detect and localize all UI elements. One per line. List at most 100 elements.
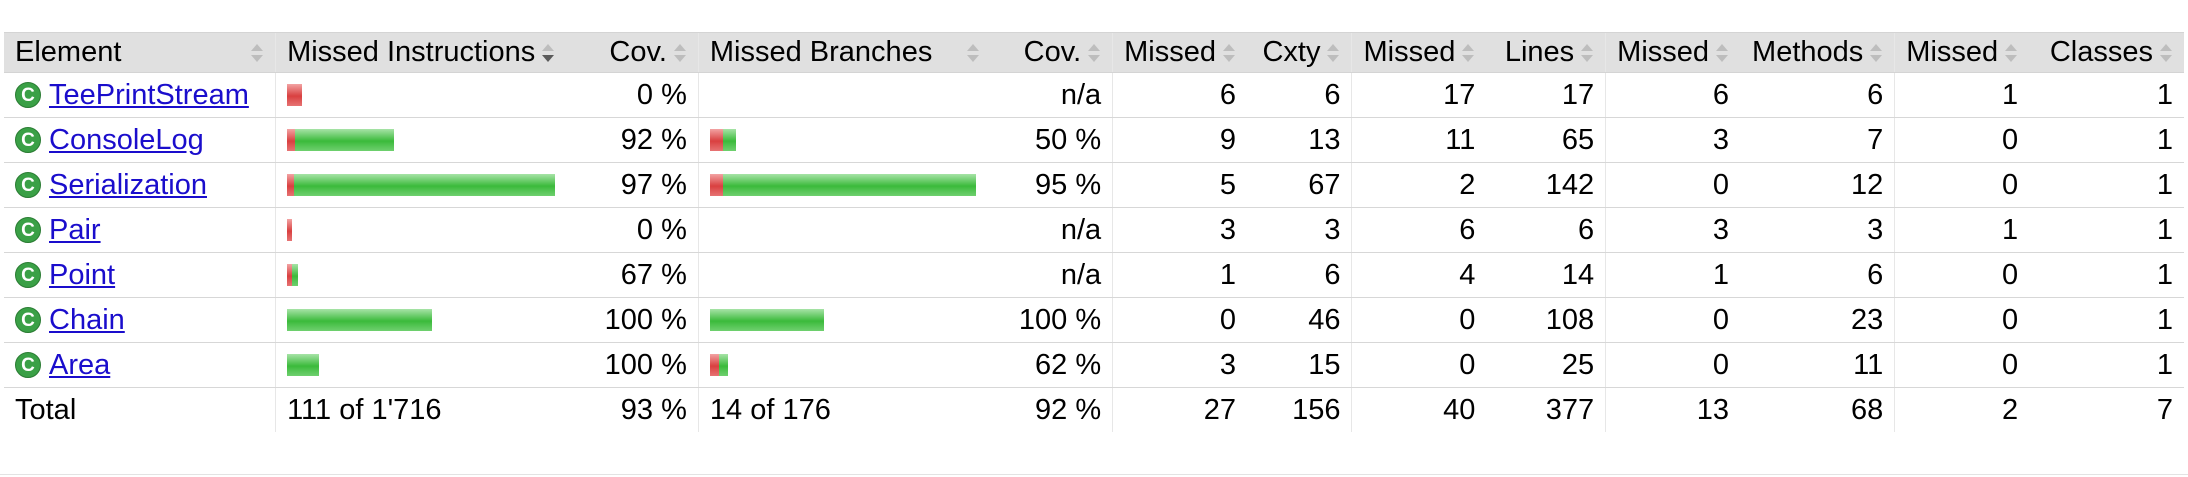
complexity: 6 [1247,252,1352,298]
column-header-branch-coverage[interactable]: Cov. [991,32,1113,73]
element-link[interactable]: TeePrintStream [49,78,249,111]
element-cell: C Serialization [4,162,276,208]
column-header-lines[interactable]: Lines [1486,32,1606,73]
missed-lines: 4 [1351,252,1487,298]
column-header-missed-lines[interactable]: Missed [1351,32,1487,73]
coverage-bar [709,309,824,331]
total-missed-classes: 2 [1894,387,2030,432]
header-label: Classes [2049,36,2153,68]
classes: 1 [2029,162,2184,208]
total-missed-complexity: 27 [1112,387,1247,432]
class-icon: C [15,307,41,333]
header-label: Cxty [1262,36,1321,68]
classes: 1 [2029,252,2184,298]
element-cell-content: C Point [15,259,264,292]
classes: 1 [2029,297,2184,343]
branch-coverage: n/a [991,207,1113,253]
sort-icon [1326,41,1340,65]
branches-coverage-bar [710,208,980,252]
missed-classes: 0 [1894,252,2030,298]
column-header-missed-complexity[interactable]: Missed [1112,32,1247,73]
methods: 23 [1740,297,1895,343]
missed-bar-segment [287,219,293,241]
total-complexity: 156 [1292,393,1341,426]
column-header-methods[interactable]: Methods [1740,32,1895,73]
total-label: Total [15,393,77,426]
column-header-instruction-coverage[interactable]: Cov. [572,32,699,73]
column-header-missed-classes[interactable]: Missed [1894,32,2030,73]
instructions-coverage-bar [287,163,561,207]
total-lines: 377 [1545,393,1595,426]
element-link[interactable]: Point [49,258,116,291]
total-missed-lines: 40 [1351,387,1487,432]
element-cell: C Pair [4,207,276,253]
coverage-bar [709,174,976,196]
element-link[interactable]: Chain [49,303,125,336]
element-link[interactable]: ConsoleLog [49,123,204,156]
total-classes: 7 [2156,393,2173,426]
methods: 12 [1740,162,1895,208]
column-header-element[interactable]: Element [4,32,276,73]
missed-instructions-bar-cell [275,252,573,298]
covered-bar-segment [292,264,299,286]
header-label: Lines [1504,36,1575,68]
class-icon: C [15,172,41,198]
sort-icon [1869,41,1883,65]
missed-methods: 0 [1605,162,1741,208]
total-instruction-coverage: 93 % [620,393,687,426]
element-link[interactable]: Serialization [49,168,207,201]
covered-bar-segment [718,354,728,376]
missed-lines: 0 [1351,342,1487,388]
covered-bar-segment [722,174,976,196]
missed-complexity: 1 [1112,252,1247,298]
sort-icon [1715,41,1729,65]
coverage-bar [287,264,299,286]
header-label: Missed [1617,36,1710,68]
lines: 108 [1486,297,1606,343]
column-header-classes[interactable]: Classes [2029,32,2184,73]
lines: 6 [1486,207,1606,253]
instructions-coverage-bar [287,343,561,387]
missed-classes: 0 [1894,162,2030,208]
complexity: 46 [1247,297,1352,343]
coverage-bar [287,174,556,196]
complexity: 67 [1247,162,1352,208]
missed-instructions-bar-cell [275,342,573,388]
header-label: Missed Instructions [287,36,536,68]
element-link[interactable]: Pair [49,213,101,246]
missed-branches-bar-cell [697,162,992,208]
instruction-coverage: 67 % [572,252,699,298]
sort-icon [1087,41,1101,65]
missed-bar-segment [287,264,293,286]
total-methods: 68 [1851,393,1884,426]
sort-icon [1580,41,1594,65]
covered-bar-segment [722,129,736,151]
covered-bar-segment [295,129,395,151]
class-icon: C [15,127,41,153]
table-row: C Area 100 % 62 % 3 15 0 25 0 11 0 1 [4,342,2184,388]
missed-lines: 0 [1351,297,1487,343]
branches-coverage-bar [709,163,980,207]
class-icon: C [15,352,41,378]
column-header-missed-methods[interactable]: Missed [1605,32,1741,73]
column-header-complexity[interactable]: Cxty [1247,32,1352,73]
lines: 14 [1486,252,1606,298]
instructions-coverage-bar [287,118,561,162]
missed-classes: 1 [1894,72,2030,118]
lines: 25 [1486,342,1606,388]
column-header-missed-instructions[interactable]: Missed Instructions [275,32,573,73]
instruction-coverage: 97 % [572,162,699,208]
header-label: Cov. [1023,36,1082,68]
missed-methods: 3 [1605,117,1741,163]
header-label: Missed [1906,36,1999,68]
element-cell-content: C Chain [15,304,264,337]
coverage-bar [709,129,736,151]
element-link[interactable]: Area [49,348,111,381]
column-header-missed-branches[interactable]: Missed Branches [697,32,992,73]
branch-coverage: 95 % [991,162,1113,208]
total-branch-coverage: 92 % [1035,393,1102,426]
sort-icon [2004,41,2018,65]
instructions-coverage-bar [287,73,561,117]
classes: 1 [2029,72,2184,118]
lines: 65 [1486,117,1606,163]
